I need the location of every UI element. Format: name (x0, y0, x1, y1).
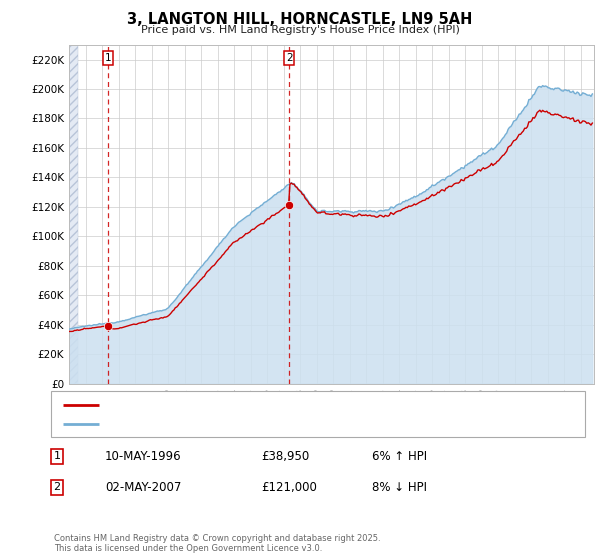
Text: 02-MAY-2007: 02-MAY-2007 (105, 480, 181, 494)
Text: Price paid vs. HM Land Registry's House Price Index (HPI): Price paid vs. HM Land Registry's House … (140, 25, 460, 35)
Text: £121,000: £121,000 (261, 480, 317, 494)
Text: 2: 2 (286, 53, 293, 63)
Text: 10-MAY-1996: 10-MAY-1996 (105, 450, 182, 463)
Text: 3, LANGTON HILL, HORNCASTLE, LN9 5AH: 3, LANGTON HILL, HORNCASTLE, LN9 5AH (127, 12, 473, 27)
Text: £38,950: £38,950 (261, 450, 309, 463)
Text: 3, LANGTON HILL, HORNCASTLE, LN9 5AH (semi-detached house): 3, LANGTON HILL, HORNCASTLE, LN9 5AH (se… (105, 400, 447, 410)
Text: Contains HM Land Registry data © Crown copyright and database right 2025.
This d: Contains HM Land Registry data © Crown c… (54, 534, 380, 553)
Text: HPI: Average price, semi-detached house, East Lindsey: HPI: Average price, semi-detached house,… (105, 419, 392, 429)
Text: 1: 1 (104, 53, 111, 63)
Text: 2: 2 (53, 482, 61, 492)
Text: 8% ↓ HPI: 8% ↓ HPI (372, 480, 427, 494)
Text: 6% ↑ HPI: 6% ↑ HPI (372, 450, 427, 463)
Text: 1: 1 (53, 451, 61, 461)
